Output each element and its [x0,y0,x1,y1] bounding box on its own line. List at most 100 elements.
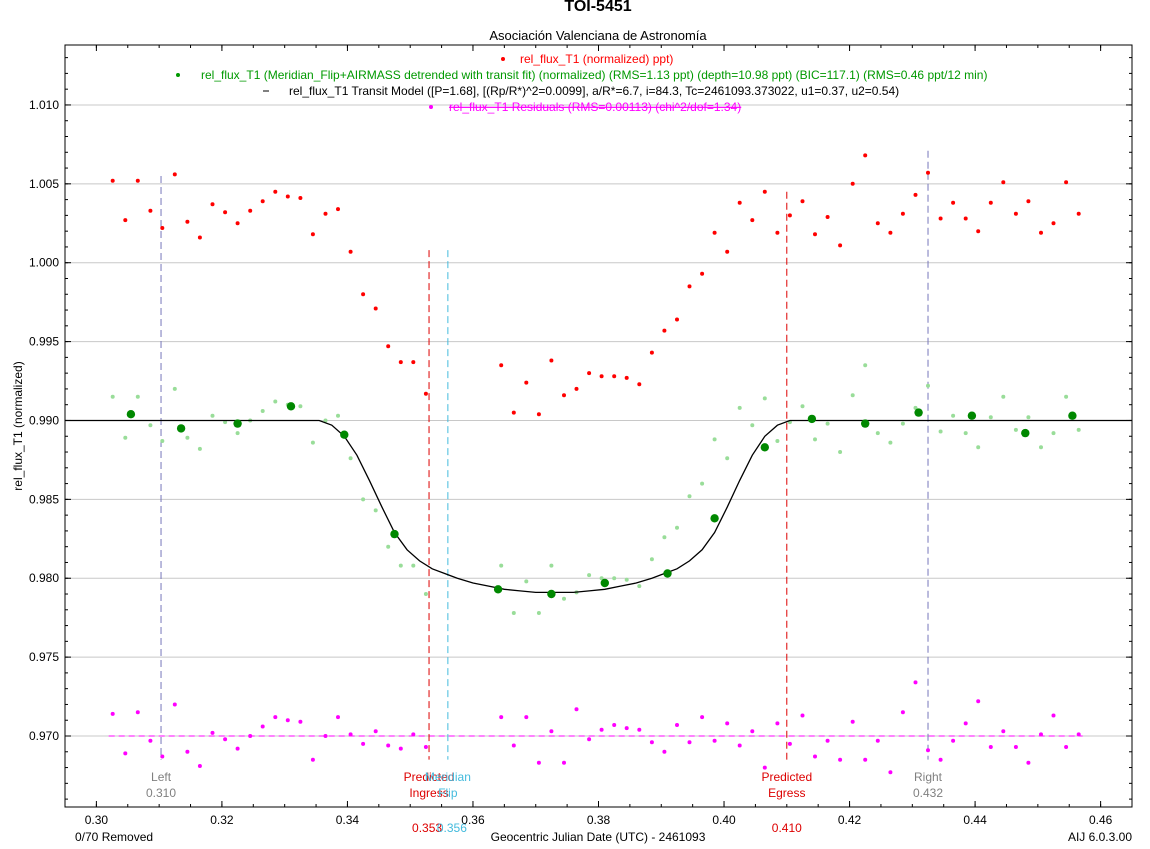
legend-dot-marker [501,57,505,61]
residual-point [787,741,792,746]
residual-point [800,713,805,718]
raw-flux-point [285,194,290,199]
detrended-flux-point [813,437,817,442]
raw-flux-point [813,232,817,237]
residual-point [825,738,830,743]
detrended-flux-point [110,394,115,399]
left-label: 0.310 [146,786,176,800]
binned-flux-point [663,569,672,578]
detrended-flux-point [637,584,642,589]
detrended-flux-point [323,418,328,423]
raw-flux-point [1026,199,1031,204]
detrended-flux-point [838,450,843,454]
raw-flux-point [110,178,115,183]
detrended-flux-point [361,497,366,502]
predicted-egress-value: 0.410 [772,821,802,835]
binned-flux-point [493,585,503,594]
raw-flux-point [825,215,830,219]
series-layer [65,153,1132,775]
detrended-flux-point [1013,427,1018,432]
raw-flux-point [624,375,629,380]
raw-flux-point [762,189,767,194]
residual-point [888,770,893,775]
residual-point [235,746,240,751]
residual-point [762,765,767,770]
residual-point [675,723,679,727]
raw-flux-point [310,232,315,237]
raw-flux-point [700,271,705,276]
residual-point [1001,729,1006,734]
legend-dot-marker [176,73,180,77]
raw-flux-point [712,230,717,235]
detrended-flux-point [1026,415,1031,420]
residual-point [248,734,253,738]
residual-point [988,745,993,749]
y-tick-label: 0.975 [29,650,59,664]
residual-point [285,718,290,723]
raw-flux-point [574,386,579,391]
residual-point [210,730,215,735]
detrended-flux-point [148,423,153,428]
residual-point [662,749,667,754]
detrended-flux-point [675,525,679,530]
right-label: 0.432 [913,786,943,800]
residual-point [135,710,140,715]
detrended-flux-point [762,396,767,401]
x-tick-label: 0.38 [587,813,611,827]
chart-title: TOI-5451 [564,0,631,15]
detrended-flux-point [888,440,893,445]
x-tick-label: 0.40 [712,813,736,827]
raw-flux-point [398,360,403,365]
residual-point [185,749,190,754]
residual-point [687,740,692,745]
meridian-flip-label: Meridian [425,770,471,784]
raw-flux-point [1039,230,1043,235]
removed-count: 0/70 Removed [75,830,153,844]
raw-flux-point [976,229,981,234]
raw-flux-point [386,344,391,349]
residual-point [926,748,930,753]
predicted-ingress-value: 0.353 [412,821,442,835]
raw-flux-point [800,199,805,204]
binned-flux-point [710,514,719,523]
detrended-flux-point [863,363,868,368]
raw-flux-point [361,292,366,297]
detrended-flux-point [411,563,416,568]
residual-point [197,764,202,768]
raw-flux-point [536,412,541,417]
raw-flux-point [599,374,604,379]
residual-point [361,741,366,746]
raw-flux-point [562,393,566,398]
residual-point [838,757,843,762]
legend: rel_flux_T1 (normalized) ppt) rel_flux_T1… [176,52,987,114]
meridian-flip-label: Flip [438,786,458,800]
version-label: AIJ 6.0.3.00 [1068,830,1132,844]
legend-label: rel_flux_T1 Residuals (RMS=0.00113) (chi… [449,100,741,114]
raw-flux-point [787,213,792,218]
detrended-flux-point [926,383,930,388]
detrended-flux-point [1064,394,1069,399]
residual-point [310,757,315,762]
predicted-ingress-label: Predicted [404,770,455,784]
y-tick-label: 1.010 [29,98,59,112]
raw-flux-point [750,218,755,223]
y-tick-label: 1.005 [29,177,59,191]
y-axis: 0.970 0.975 0.980 0.985 0.990 0.995 1.000 1.005… [29,57,1132,800]
residual-point [1026,760,1031,765]
detrended-flux-point [1039,445,1043,450]
residual-point [863,757,868,762]
raw-flux-point [662,328,667,333]
residual-point [549,729,554,734]
y-tick-label: 0.995 [29,335,59,349]
detrended-flux-point [160,439,165,443]
residual-point [172,702,177,707]
x-tick-label: 0.42 [838,813,862,827]
x-tick-label: 0.34 [336,813,360,827]
raw-flux-point [1013,211,1018,216]
detrended-flux-point [524,579,529,584]
detrended-flux-point [649,557,654,562]
detrended-flux-point [1051,431,1056,436]
raw-flux-point [587,371,592,376]
detrended-flux-point [900,421,905,426]
legend-entry: rel_flux_T1 (Meridian_Flip+AIRMASS detre… [176,68,987,82]
